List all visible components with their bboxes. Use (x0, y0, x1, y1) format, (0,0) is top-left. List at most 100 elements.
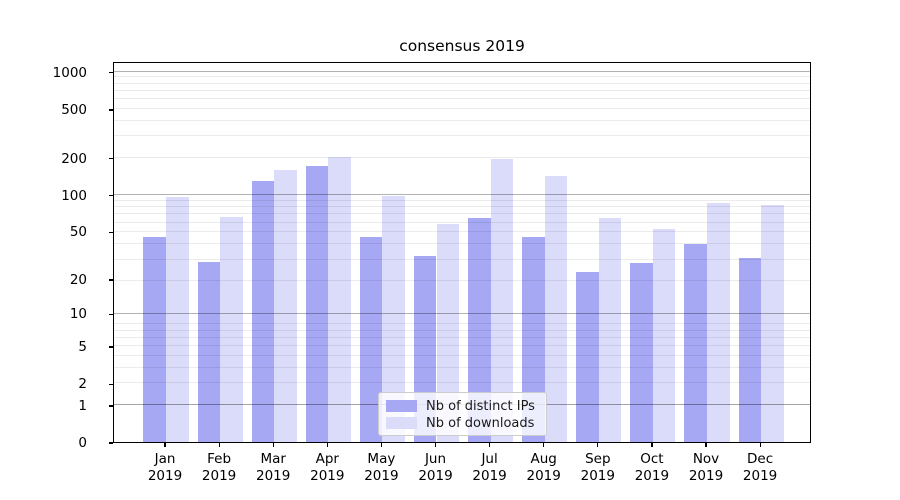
x-tick-label-mar: Mar 2019 (256, 451, 291, 485)
bar-nb-of-downloads-jun (436, 223, 460, 442)
bar-nb-of-distinct-ips-apr (305, 166, 329, 442)
legend-swatch-distinct-ips (386, 399, 417, 413)
bar-nb-of-downloads-aug (544, 176, 568, 442)
x-tick-label-may: May 2019 (364, 451, 399, 485)
y-tick-mark (109, 231, 113, 233)
x-tick-label-aug: Aug 2019 (526, 451, 561, 485)
y-tick-mark (109, 313, 113, 316)
bar-nb-of-downloads-nov (707, 203, 730, 442)
y-tick-mark (109, 405, 113, 407)
gridline-minor (114, 243, 810, 245)
plot-area (113, 62, 811, 443)
gridline-minor (114, 82, 810, 84)
legend-entry-distinct-ips: Nb of distinct IPs (386, 398, 539, 414)
gridline-minor (114, 199, 810, 201)
gridline-minor (114, 366, 810, 368)
x-tick-mark (759, 443, 761, 447)
y-tick-label-50: 50 (69, 224, 87, 241)
x-tick-mark (597, 443, 599, 447)
y-tick-mark (109, 442, 113, 444)
x-tick-mark (489, 443, 491, 447)
x-tick-mark (218, 443, 220, 447)
y-tick-mark (109, 346, 113, 348)
legend-label-distinct-ips: Nb of distinct IPs (426, 398, 535, 414)
gridline-minor (114, 323, 810, 325)
bar-nb-of-downloads-jan (166, 197, 189, 442)
y-tick-mark (109, 383, 113, 385)
bar-nb-of-downloads-jul (490, 159, 514, 442)
x-tick-label-apr: Apr 2019 (310, 451, 345, 485)
x-tick-mark (326, 443, 328, 447)
y-tick-mark (109, 195, 113, 197)
y-tick-label-500: 500 (61, 101, 87, 118)
gridline-minor (114, 135, 810, 137)
bar-nb-of-distinct-ips-oct (630, 263, 653, 442)
bar-nb-of-downloads-may (382, 196, 405, 442)
gridline-major-1000 (114, 70, 810, 72)
gridline-major-100 (114, 193, 810, 195)
gridline-minor (114, 344, 810, 346)
x-tick-mark (543, 443, 545, 447)
gridline-minor (114, 329, 810, 331)
bar-nb-of-downloads-apr (328, 156, 351, 442)
y-tick-label-100: 100 (61, 187, 87, 204)
bar-nb-of-downloads-dec (761, 204, 784, 442)
bar-nb-of-distinct-ips-may (359, 236, 383, 442)
gridline-minor (114, 119, 810, 121)
gridline-minor (114, 280, 810, 282)
gridline-major-10 (114, 312, 810, 314)
x-tick-label-jul: Jul 2019 (472, 451, 507, 485)
gridline-minor (114, 258, 810, 260)
bar-nb-of-distinct-ips-feb (197, 261, 221, 442)
legend-label-downloads: Nb of downloads (426, 415, 535, 431)
gridline-minor (114, 76, 810, 78)
y-tick-label-5: 5 (78, 338, 87, 355)
y-tick-mark (109, 158, 113, 160)
x-tick-mark (380, 443, 383, 447)
y-tick-mark (109, 279, 113, 281)
x-tick-mark (651, 443, 653, 447)
bar-nb-of-distinct-ips-nov (684, 244, 707, 442)
legend-swatch-downloads (386, 416, 417, 430)
gridline-minor (114, 213, 810, 215)
x-tick-mark (434, 443, 437, 447)
legend: Nb of distinct IPs Nb of downloads (378, 392, 547, 436)
gridline-minor (114, 354, 810, 356)
bar-nb-of-distinct-ips-sep (576, 271, 599, 442)
y-tick-label-0: 0 (78, 435, 87, 451)
bar-nb-of-downloads-mar (274, 169, 297, 442)
x-tick-mark (705, 443, 707, 447)
x-tick-label-jun: Jun 2019 (418, 451, 453, 485)
y-tick-mark (109, 72, 113, 74)
x-tick-label-jan: Jan 2019 (147, 451, 183, 485)
gridline-minor (114, 98, 810, 100)
bar-nb-of-distinct-ips-jul (468, 217, 491, 442)
bar-nb-of-downloads-feb (220, 216, 243, 442)
chart-title: consensus 2019 (399, 37, 525, 55)
gridline-minor (114, 206, 810, 208)
gridline-minor (114, 231, 810, 233)
y-tick-label-20: 20 (69, 271, 87, 288)
bar-nb-of-distinct-ips-mar (251, 180, 275, 442)
gridline-minor (114, 336, 810, 338)
y-tick-label-1000: 1000 (52, 64, 87, 81)
bar-nb-of-distinct-ips-jan (143, 236, 166, 442)
y-tick-label-2: 2 (78, 376, 87, 393)
gridline-minor (114, 107, 810, 109)
bar-nb-of-downloads-oct (652, 229, 676, 442)
gridline-minor (114, 89, 810, 91)
x-tick-label-feb: Feb 2019 (201, 451, 237, 485)
bar-nb-of-downloads-sep (598, 218, 622, 442)
x-tick-mark (272, 443, 274, 447)
bar-nb-of-distinct-ips-dec (738, 258, 762, 442)
x-tick-label-oct: Oct 2019 (634, 451, 670, 485)
legend-entry-downloads: Nb of downloads (386, 415, 539, 431)
y-tick-label-1: 1 (78, 397, 87, 414)
x-tick-mark (164, 443, 166, 447)
y-tick-label-200: 200 (61, 150, 87, 167)
gridline-minor (114, 221, 810, 223)
x-tick-label-dec: Dec 2019 (742, 451, 778, 485)
y-tick-mark (109, 109, 113, 111)
gridline-minor (114, 382, 810, 384)
